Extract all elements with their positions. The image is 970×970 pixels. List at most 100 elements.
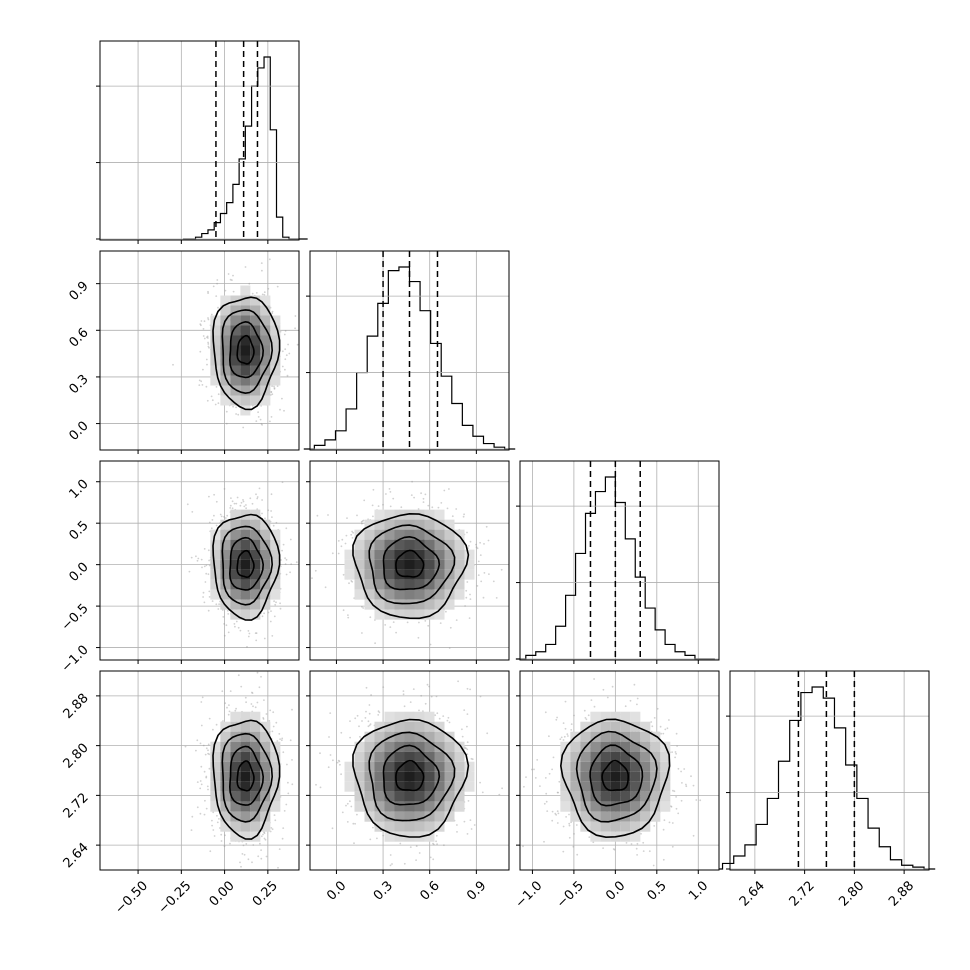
- density-cell: [394, 589, 405, 600]
- density-cell: [374, 539, 385, 550]
- density-cell: [424, 569, 435, 580]
- density-cell: [260, 801, 271, 812]
- density-cell: [364, 771, 375, 782]
- density-cell: [240, 761, 251, 772]
- hist-panel-0: [96, 40, 308, 244]
- density-cell: [230, 771, 241, 782]
- density-cell: [404, 731, 415, 742]
- density-cell: [250, 761, 261, 772]
- density-cell: [260, 599, 271, 610]
- density-cell: [384, 761, 395, 772]
- density-cell: [394, 519, 405, 530]
- density-cell: [220, 519, 231, 530]
- density-cell: [454, 559, 465, 570]
- density-cell: [210, 365, 221, 376]
- density-cell: [374, 791, 385, 802]
- density-cell: [434, 539, 445, 550]
- density-cell: [434, 721, 445, 732]
- density-cell: [384, 559, 395, 570]
- density-cell: [240, 731, 251, 742]
- density-cell: [210, 761, 221, 772]
- density-cell: [210, 579, 221, 590]
- density-cell: [434, 751, 445, 762]
- density-cell: [270, 589, 281, 600]
- density-cell: [404, 549, 415, 560]
- density-cell: [414, 529, 425, 540]
- density-cell: [394, 549, 405, 560]
- density-cell: [364, 579, 375, 590]
- density-cell: [424, 539, 435, 550]
- density-cell: [230, 549, 241, 560]
- density-cell: [464, 549, 475, 560]
- density-cell: [354, 589, 365, 600]
- density-cell: [210, 375, 221, 386]
- density-cell: [434, 781, 445, 792]
- density-cell: [250, 519, 261, 530]
- density-cell: [394, 791, 405, 802]
- density-cell: [210, 335, 221, 346]
- density-cell: [404, 509, 415, 520]
- density-cell: [580, 771, 591, 782]
- density-cell: [374, 731, 385, 742]
- density-cell: [414, 721, 425, 732]
- density-cell: [240, 821, 251, 832]
- density-cell: [250, 295, 261, 306]
- density-cell: [240, 365, 251, 376]
- density-cell: [220, 375, 231, 386]
- density-cell: [660, 791, 671, 802]
- density-cell: [610, 731, 621, 742]
- hist-frame-1: [309, 250, 510, 451]
- density-cell: [444, 801, 455, 812]
- density-cell: [610, 781, 621, 792]
- density-cell: [270, 791, 281, 802]
- density-cell: [414, 791, 425, 802]
- density-cell: [590, 831, 601, 842]
- density-cell: [590, 801, 601, 812]
- density-cell: [384, 781, 395, 792]
- density-cell: [650, 761, 661, 772]
- density-cell: [250, 731, 261, 742]
- density-cell: [374, 801, 385, 812]
- density-cell: [620, 751, 631, 762]
- density-cell: [230, 599, 241, 610]
- density-cell: [240, 285, 251, 296]
- density-cell: [220, 751, 231, 762]
- contour-0-1-2: [221, 309, 274, 395]
- density-cell: [590, 771, 601, 782]
- density-cell: [404, 589, 415, 600]
- density-cell: [354, 579, 365, 590]
- density-cell: [364, 569, 375, 580]
- density-cell: [414, 559, 425, 570]
- density-cell: [240, 811, 251, 822]
- density-cell: [374, 781, 385, 792]
- density-cell: [230, 529, 241, 540]
- density-cell: [640, 751, 651, 762]
- density-cell: [424, 559, 435, 570]
- density-cell: [344, 771, 355, 782]
- density-cell: [640, 761, 651, 772]
- density-cell: [210, 771, 221, 782]
- contour-1-2-2: [368, 524, 456, 605]
- density-cell: [454, 529, 465, 540]
- density-cell: [630, 821, 641, 832]
- hist-panel-2: [515, 460, 720, 664]
- density-cell: [570, 761, 581, 772]
- density-cell: [374, 751, 385, 762]
- density-cell: [424, 579, 435, 590]
- density-cell: [270, 751, 281, 762]
- density-cell: [260, 741, 271, 752]
- density-cell: [240, 509, 251, 520]
- density-cell: [590, 781, 601, 792]
- density-cell: [590, 741, 601, 752]
- density-cell: [364, 791, 375, 802]
- density-cell: [250, 599, 261, 610]
- density-cell: [230, 305, 241, 316]
- density-cell: [454, 791, 465, 802]
- density-cell: [434, 599, 445, 610]
- density-cell: [374, 599, 385, 610]
- density-cell: [270, 355, 281, 366]
- y-tick-label-2-3: 0.5: [66, 518, 91, 543]
- density-cell: [250, 375, 261, 386]
- density-cell: [344, 559, 355, 570]
- density-cell: [220, 539, 231, 550]
